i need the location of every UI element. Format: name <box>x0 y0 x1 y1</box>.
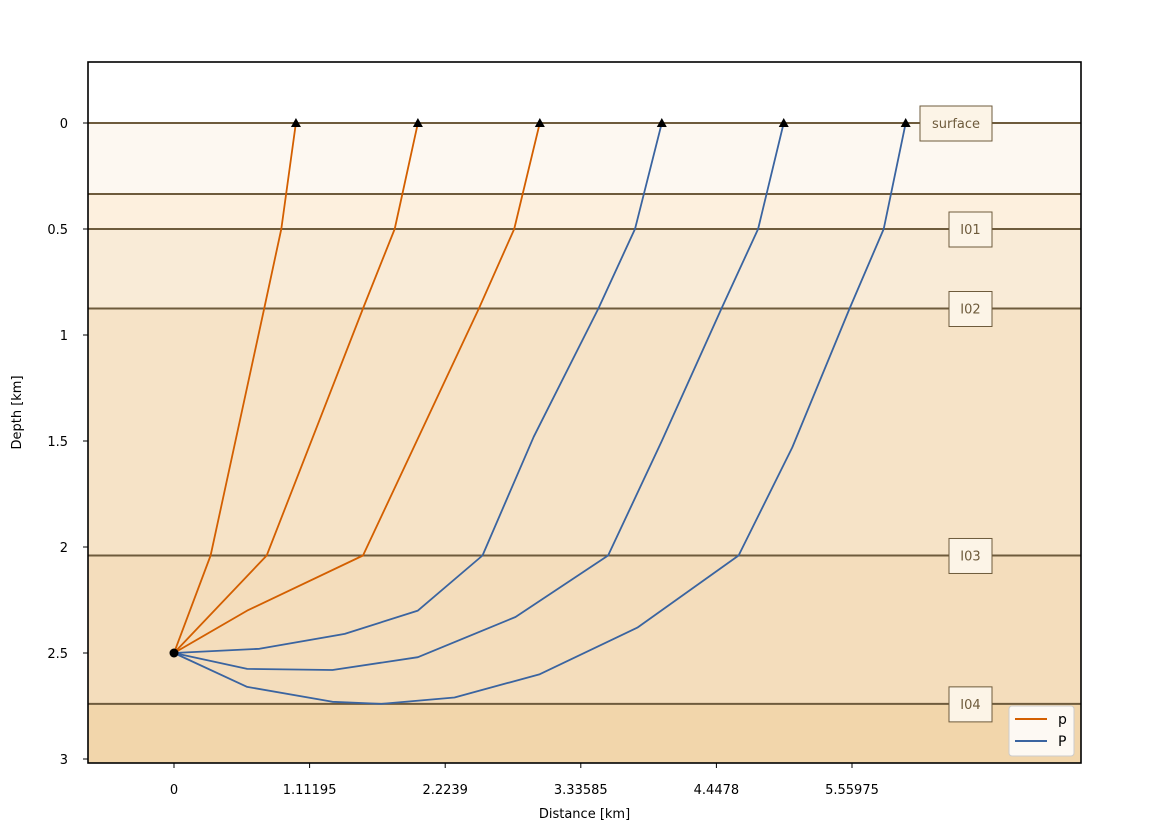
interface-lines <box>88 122 1081 705</box>
source-marker <box>169 648 179 658</box>
x-tick-label: 0 <box>170 783 178 798</box>
layer-5 <box>88 703 1081 763</box>
ray-P-2 <box>173 122 785 671</box>
layer-2 <box>88 229 1081 309</box>
interface-label-I01: I01 <box>948 211 993 248</box>
plot-frame <box>87 61 1082 764</box>
y-tick-label: 1.5 <box>47 435 68 450</box>
layer-3 <box>88 308 1081 556</box>
interface-label-box <box>948 211 993 248</box>
layer-1 <box>88 194 1081 229</box>
x-tick-label: 4.4478 <box>694 783 740 798</box>
ray-p-1 <box>173 122 297 654</box>
x-axis-ticks: 0 1.11195 2.2239 3.33585 4.4478 5.55975 <box>170 763 879 798</box>
ray-p-2 <box>173 122 419 654</box>
interface-label-box <box>948 537 993 574</box>
interface-label-I02: I02 <box>948 291 993 327</box>
ray-P-1 <box>173 122 663 654</box>
interface-label-I03: I03 <box>948 537 993 574</box>
ray-P-3 <box>173 122 907 705</box>
legend: pP <box>1008 705 1075 757</box>
layer-4 <box>88 555 1081 704</box>
y-tick-label: 0 <box>60 117 68 132</box>
receiver-marker-1 <box>290 118 301 127</box>
y-tick-label: 2.5 <box>47 647 68 662</box>
x-tick-label: 2.2239 <box>422 783 468 798</box>
receiver-marker-5 <box>778 118 789 127</box>
y-tick-label: 1 <box>60 329 68 344</box>
interface-label-box <box>948 686 993 723</box>
interface-labels: surface I01 I02 I03 I04 <box>919 105 993 723</box>
layer-0 <box>88 123 1081 195</box>
interface-label-text: I03 <box>960 549 980 564</box>
legend-entry-P: P <box>1058 734 1066 750</box>
interface-label-text: I04 <box>960 698 980 713</box>
interface-label-box <box>919 105 993 142</box>
ray-paths <box>173 122 907 705</box>
interface-label-text: I01 <box>960 223 980 238</box>
ray-p-3 <box>173 122 541 654</box>
receiver-marker-6 <box>900 118 911 127</box>
y-axis-ticks: 0 0.5 1 1.5 2 2.5 3 <box>47 117 88 768</box>
source-receiver-markers <box>169 118 911 658</box>
receiver-marker-2 <box>412 118 423 127</box>
interface-label-box <box>948 291 993 327</box>
y-tick-label: 0.5 <box>47 223 68 238</box>
x-axis-title: Distance [km] <box>539 807 630 822</box>
legend-entry-p: p <box>1058 712 1067 728</box>
y-tick-label: 3 <box>60 753 68 768</box>
x-tick-label: 5.55975 <box>825 783 879 798</box>
receiver-marker-4 <box>656 118 667 127</box>
x-tick-label: 1.11195 <box>283 783 337 798</box>
interface-label-text: surface <box>932 117 980 132</box>
velocity-layers <box>88 123 1081 763</box>
y-tick-label: 2 <box>60 541 68 556</box>
interface-label-I04: I04 <box>948 686 993 723</box>
y-axis-title: Depth [km] <box>10 375 25 449</box>
interface-label-surface: surface <box>919 105 993 142</box>
interface-label-text: I02 <box>960 303 980 318</box>
receiver-marker-3 <box>534 118 545 127</box>
x-tick-label: 3.33585 <box>554 783 608 798</box>
